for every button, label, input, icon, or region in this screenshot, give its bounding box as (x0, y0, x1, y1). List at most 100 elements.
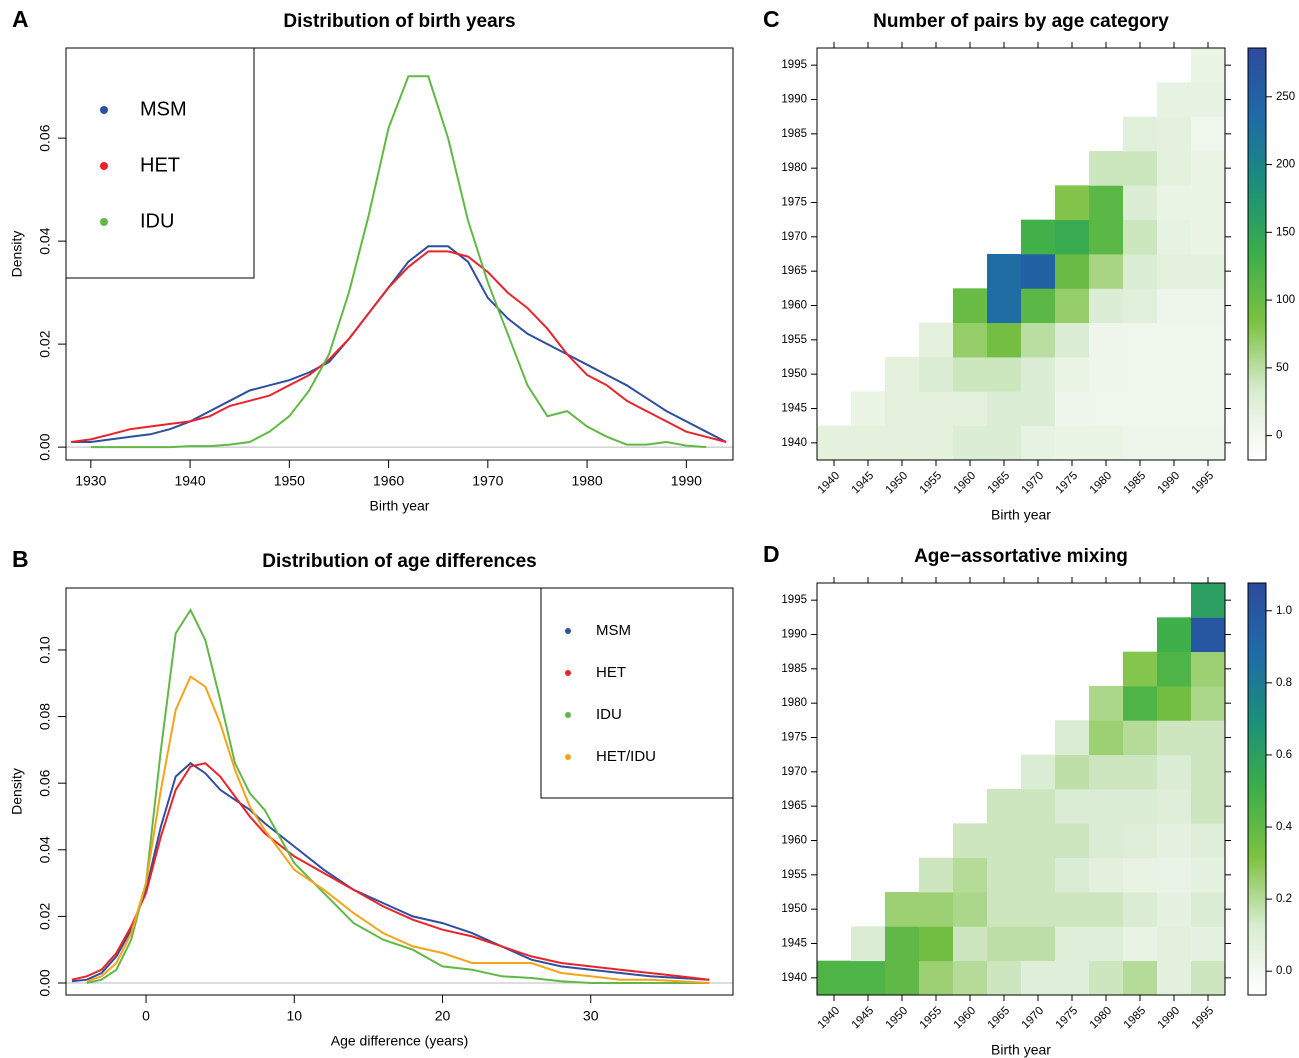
heat-cell (885, 892, 920, 927)
heat-cell (1055, 892, 1090, 927)
heat-cell (953, 960, 988, 996)
heat-cell (1157, 425, 1192, 461)
y-axis-label: Density (9, 231, 25, 278)
colorbar-tick-label: 0.2 (1276, 893, 1292, 905)
x-tick-label: 20 (435, 1008, 451, 1024)
heat-cell (851, 391, 886, 427)
x-tick-label: 10 (286, 1008, 302, 1024)
y-tick-label: 1980 (781, 697, 807, 709)
heat-cell (885, 391, 920, 427)
heat-cell (1157, 391, 1192, 427)
heat-cell (1055, 254, 1090, 289)
heat-cell (987, 960, 1022, 996)
heat-cell (1021, 789, 1056, 824)
chart-title: Number of pairs by age category (873, 11, 1169, 32)
heat-cell (1021, 960, 1056, 996)
heat-cell (1055, 322, 1090, 358)
y-tick-label: 1970 (781, 231, 807, 243)
series-line (86, 675, 710, 984)
heat-cell (1123, 425, 1158, 461)
x-tick-label: 1940 (816, 470, 843, 497)
heat-cell (1021, 288, 1056, 324)
heat-cell (1021, 357, 1056, 392)
heat-cell (1123, 823, 1158, 859)
colorbar-tick-label: 0.6 (1276, 749, 1292, 761)
heat-cell (1021, 926, 1056, 962)
x-tick-label: 30 (583, 1008, 599, 1024)
heat-cell (919, 357, 954, 392)
y-tick-label: 1985 (781, 663, 807, 675)
colorbar-tick-label: 0.0 (1276, 965, 1292, 977)
heat-cell (1157, 686, 1192, 721)
heat-cell (1055, 960, 1090, 996)
y-tick-label: 1945 (781, 403, 807, 415)
heat-cell (953, 857, 988, 893)
heat-cell (987, 322, 1022, 358)
heat-cell (1089, 151, 1124, 186)
heat-cell (987, 288, 1022, 324)
heat-cell (1123, 254, 1158, 289)
legend-marker (565, 670, 571, 676)
heat-cell (1191, 425, 1226, 461)
heat-cell (1089, 926, 1124, 962)
y-tick-label: 1955 (781, 334, 807, 346)
legend-marker (565, 754, 571, 760)
heat-cell (1021, 219, 1056, 255)
y-tick-label: 1985 (781, 128, 807, 140)
plot-frame (816, 582, 1226, 996)
heat-cell (1123, 288, 1158, 324)
colorbar (1247, 47, 1267, 461)
colorbar-tick-label: 1.0 (1276, 605, 1292, 617)
heat-cell (1055, 425, 1090, 461)
plot-frame (816, 47, 1226, 461)
heat-cell (1191, 651, 1226, 687)
heat-cell (1055, 185, 1090, 221)
heat-cell (1157, 926, 1192, 962)
x-tick-label: 1980 (1088, 1005, 1115, 1032)
heat-cell (1191, 720, 1226, 756)
heat-cell (1191, 686, 1226, 721)
y-tick-label: 1940 (781, 972, 807, 984)
heat-cell (1089, 720, 1124, 756)
heat-cell (1191, 823, 1226, 859)
legend-marker (565, 628, 571, 634)
heat-cell (987, 926, 1022, 962)
y-tick-label: 1995 (781, 59, 807, 71)
colorbar-tick-label: 0.4 (1276, 821, 1293, 833)
heat-cell (1089, 425, 1124, 461)
x-tick-label: 1940 (174, 473, 205, 489)
heat-cell (1055, 823, 1090, 859)
heat-cell (1055, 391, 1090, 427)
heat-cell (1157, 720, 1192, 756)
x-tick-label: 1960 (373, 473, 404, 489)
colorbar (1247, 582, 1267, 996)
y-tick-label: 0.00 (37, 969, 53, 996)
heat-cell (1191, 926, 1226, 962)
heat-cell (1157, 789, 1192, 824)
x-tick-label: 1985 (1122, 470, 1149, 497)
heat-cell (953, 926, 988, 962)
y-tick-label: 0.08 (37, 703, 53, 730)
panel-letter: C (763, 6, 780, 32)
x-axis-label: Birth year (991, 507, 1051, 523)
heat-cell (1157, 288, 1192, 324)
x-tick-label: 1990 (671, 473, 702, 489)
heat-cell (1123, 892, 1158, 927)
heat-cell (1123, 960, 1158, 996)
heat-cell (953, 322, 988, 358)
x-tick-label: 1985 (1122, 1005, 1149, 1032)
heat-cell (1157, 151, 1192, 186)
y-tick-label: 1990 (781, 94, 807, 106)
colorbar-tick-label: 50 (1276, 362, 1289, 374)
x-tick-label: 1975 (1054, 470, 1081, 497)
heat-cell (1089, 185, 1124, 221)
series-line (71, 245, 727, 443)
series-line (86, 607, 710, 984)
heat-cell (919, 892, 954, 927)
heat-cell (987, 391, 1022, 427)
y-tick-label: 1955 (781, 869, 807, 881)
x-tick-label: 0 (142, 1008, 150, 1024)
y-tick-label: 1990 (781, 629, 807, 641)
heat-cell (919, 960, 954, 996)
heat-cell (1021, 425, 1056, 461)
